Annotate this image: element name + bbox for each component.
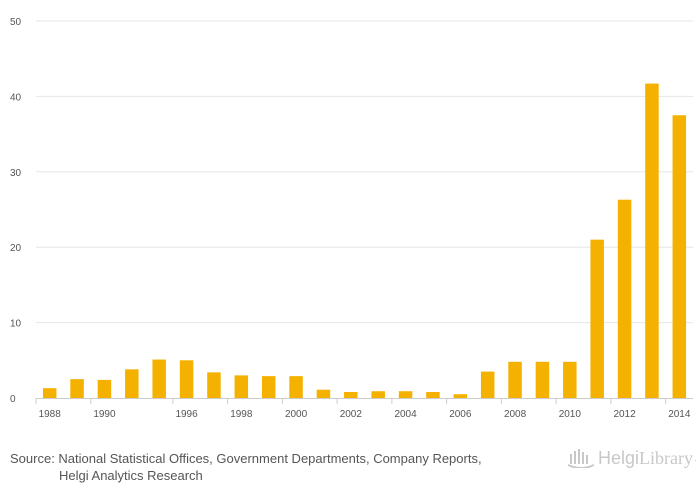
bar <box>398 391 413 398</box>
x-tick-label: 1996 <box>175 409 198 420</box>
x-tick-label: 2006 <box>449 409 472 420</box>
y-tick-label: 50 <box>10 17 22 28</box>
gridlines <box>36 20 693 324</box>
bar <box>617 199 632 398</box>
x-tick-label: 2002 <box>340 409 363 420</box>
bar <box>590 239 604 398</box>
helgi-library-logo: Helgi Library. <box>568 447 697 469</box>
bar <box>42 388 57 398</box>
bar <box>563 361 577 398</box>
y-axis-ticks: 0 10 20 30 40 50 <box>10 17 22 405</box>
bar <box>371 391 385 398</box>
bar <box>508 361 522 398</box>
x-tick-label: 2004 <box>394 409 417 420</box>
bar-chart: 0 10 20 30 40 50 1988 1990 1996 1998 2000 2002 2004… <box>10 17 693 420</box>
bar <box>645 83 659 398</box>
bar <box>344 391 358 398</box>
x-axis-ticks: 1988 1990 1996 1998 2000 2002 2004 2006 2008 2010… <box>35 398 691 420</box>
bar <box>152 359 166 398</box>
x-tick-label: 1988 <box>39 409 62 420</box>
bar <box>207 372 221 398</box>
bar <box>289 376 303 398</box>
y-tick-label: 20 <box>10 243 22 254</box>
bar <box>261 376 276 398</box>
bar <box>234 375 249 398</box>
bar <box>97 379 112 398</box>
bars <box>42 83 687 398</box>
bar <box>316 389 331 398</box>
source-line-1: Source: National Statistical Offices, Go… <box>10 451 482 466</box>
x-tick-label: 2008 <box>504 409 527 420</box>
bar <box>535 361 550 398</box>
x-tick-label: 2010 <box>559 409 582 420</box>
logo-brand: Helgi <box>598 447 640 468</box>
bar <box>125 369 139 398</box>
bar <box>453 394 468 398</box>
logo-dot: . <box>694 452 697 464</box>
y-tick-label: 30 <box>10 168 22 179</box>
x-tick-label: 2014 <box>668 409 691 420</box>
y-tick-label: 0 <box>10 394 16 405</box>
source-note: Source: National Statistical Offices, Go… <box>10 450 482 484</box>
y-tick-label: 40 <box>10 92 22 103</box>
bar <box>70 379 84 398</box>
x-tick-label: 2012 <box>613 409 636 420</box>
x-tick-label: 2000 <box>285 409 308 420</box>
bar <box>480 371 495 398</box>
helgi-library-logo-icon <box>568 449 594 468</box>
x-tick-label: 1990 <box>93 409 116 420</box>
bar <box>179 360 194 398</box>
x-tick-label: 1998 <box>230 409 253 420</box>
source-line-2: Helgi Analytics Research <box>59 468 203 483</box>
bar <box>672 115 687 398</box>
y-tick-label: 10 <box>10 319 22 330</box>
logo-suffix: Library <box>639 447 694 468</box>
bar <box>426 391 440 398</box>
